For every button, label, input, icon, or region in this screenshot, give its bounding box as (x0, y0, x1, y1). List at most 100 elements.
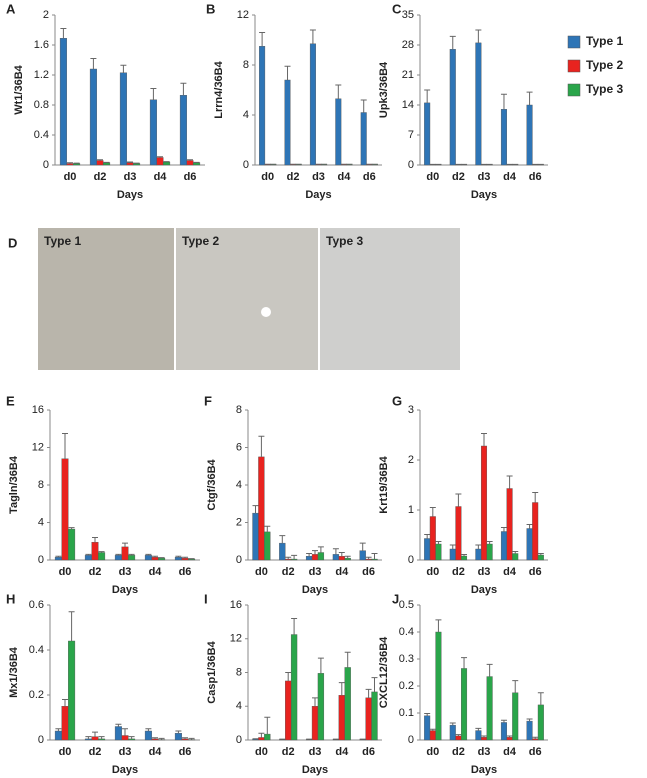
error-bar (365, 556, 372, 560)
error-bar (338, 682, 345, 696)
error-bar (424, 713, 431, 716)
error-bar (188, 737, 195, 740)
x-tick-label: d6 (363, 171, 376, 183)
y-tick-label: 12 (32, 441, 44, 453)
bar (179, 95, 187, 166)
error-bar (85, 553, 92, 556)
error-bar (182, 556, 188, 559)
bar (279, 542, 286, 561)
bar (264, 733, 271, 741)
bar (435, 631, 442, 741)
error-bar (55, 555, 62, 558)
bar (449, 548, 456, 561)
bar (449, 49, 456, 166)
bar (133, 163, 141, 166)
error-bar (150, 88, 157, 100)
bar (258, 456, 265, 561)
x-tick-label: d2 (89, 746, 102, 758)
x-tick-label: d0 (426, 171, 439, 183)
bar (371, 558, 378, 561)
y-tick-label: 0 (38, 554, 44, 566)
y-axis-label: Mx1/36B4 (8, 646, 20, 698)
bar (371, 691, 378, 741)
error-bar (512, 551, 519, 554)
bar (475, 548, 482, 561)
x-tick-label: d0 (255, 566, 268, 578)
y-axis-label: Upk3/36B4 (378, 61, 390, 118)
error-bar (259, 32, 266, 47)
x-tick-label: d6 (362, 566, 375, 578)
bar (424, 715, 431, 741)
bar (512, 553, 519, 561)
y-tick-label: 12 (237, 9, 249, 21)
y-tick-label: 4 (236, 700, 242, 712)
image-type3 (320, 228, 460, 370)
x-tick-label: d3 (309, 566, 322, 578)
bar (365, 697, 372, 741)
x-tick-label: d3 (312, 171, 325, 183)
error-bar (62, 699, 68, 707)
bar (429, 516, 436, 561)
y-tick-label: 28 (402, 39, 414, 51)
panel-label: J (392, 591, 399, 606)
image-label: Type 3 (326, 234, 363, 248)
error-bar (435, 541, 442, 544)
x-tick-label: d0 (59, 746, 72, 758)
y-tick-label: 0.4 (399, 626, 414, 638)
x-tick-label: d0 (64, 171, 77, 183)
bar (126, 162, 134, 166)
error-bar (152, 737, 158, 739)
error-bar (449, 722, 456, 726)
bar (311, 706, 319, 741)
error-bar (461, 554, 468, 556)
bar (475, 42, 482, 166)
x-tick-label: d4 (149, 566, 163, 578)
error-bar (92, 537, 98, 543)
legend-label: Type 2 (586, 58, 623, 72)
error-bar (532, 492, 539, 503)
bar (500, 531, 507, 561)
x-axis-label: Days (112, 584, 138, 596)
x-tick-label: d4 (503, 746, 517, 758)
y-tick-label: 2 (43, 9, 49, 21)
bar (526, 720, 533, 741)
bar (258, 737, 265, 741)
y-tick-label: 0.1 (399, 707, 414, 719)
bar (144, 555, 152, 561)
x-tick-label: d0 (59, 566, 72, 578)
y-tick-label: 0.3 (399, 653, 414, 665)
error-bar (122, 542, 128, 547)
bar (158, 557, 166, 561)
y-tick-label: 8 (38, 479, 44, 491)
x-tick-label: d6 (529, 746, 542, 758)
bar (259, 46, 266, 166)
bar (424, 538, 431, 561)
y-tick-label: 4 (243, 109, 249, 121)
x-axis-label: Days (471, 189, 497, 201)
x-tick-label: d3 (119, 746, 132, 758)
error-bar (284, 65, 291, 80)
y-tick-label: 8 (243, 59, 249, 71)
y-tick-label: 0.4 (29, 644, 44, 656)
error-bar (481, 433, 487, 446)
y-tick-label: 0 (43, 159, 49, 171)
error-bar (506, 475, 513, 489)
x-tick-label: d4 (335, 566, 349, 578)
error-bar (291, 554, 298, 560)
error-bar (360, 99, 367, 113)
error-bar (62, 432, 68, 459)
bar (500, 109, 507, 166)
image-type1 (38, 228, 174, 370)
x-tick-label: d4 (335, 746, 349, 758)
bar (506, 488, 513, 561)
bar (335, 98, 342, 166)
bar (344, 667, 351, 741)
y-axis-label: Krt19/36B4 (378, 455, 390, 513)
image-type2 (176, 228, 318, 370)
error-bar (506, 735, 513, 738)
x-tick-label: d2 (89, 566, 102, 578)
bar (186, 160, 194, 166)
bar (285, 680, 292, 741)
bar (54, 730, 62, 741)
bar (526, 528, 533, 561)
